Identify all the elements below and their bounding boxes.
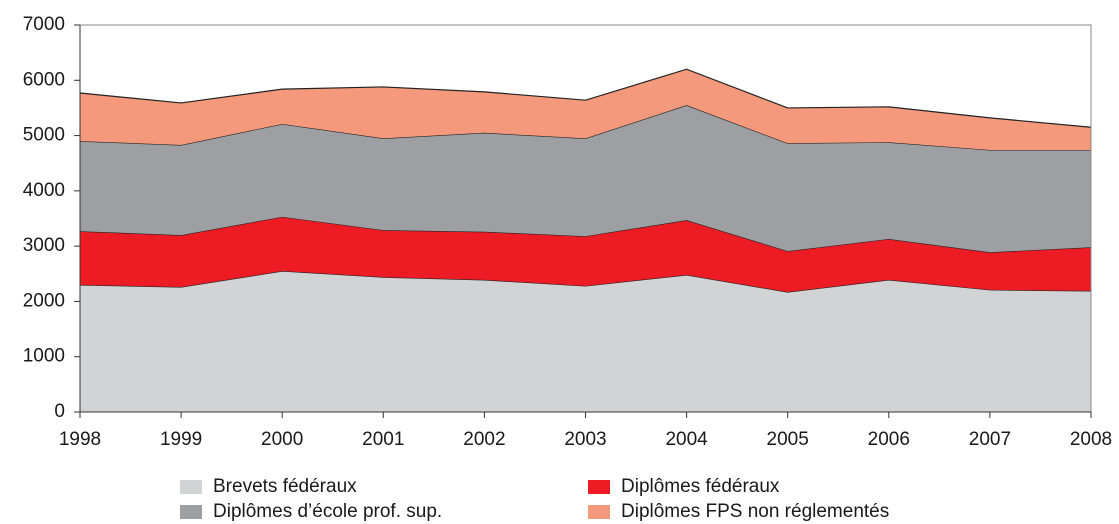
x-tick-label: 2006	[868, 429, 910, 450]
y-tick-label: 2000	[23, 290, 65, 311]
x-tick-label: 2004	[665, 429, 708, 450]
y-tick-label: 1000	[23, 346, 65, 367]
y-tick-label: 7000	[23, 14, 65, 35]
legend-swatch	[180, 505, 202, 519]
area	[80, 105, 1091, 253]
y-tick-label: 0	[54, 401, 65, 422]
area	[80, 216, 1091, 293]
y-tick-label: 5000	[23, 125, 65, 146]
x-tick-label: 2001	[362, 429, 404, 450]
x-tick-label: 1999	[160, 429, 202, 450]
x-tick-label: 2008	[1070, 429, 1112, 450]
legend-swatch	[588, 505, 610, 519]
x-tick-label: 2003	[564, 429, 606, 450]
x-tick-label: 2007	[969, 429, 1011, 450]
y-tick-label: 6000	[23, 69, 65, 90]
legend-label: Diplômes fédéraux	[621, 476, 780, 497]
area	[80, 271, 1091, 412]
legend-swatch	[180, 480, 202, 494]
x-tick-label: 2002	[463, 429, 505, 450]
x-tick-label: 1998	[59, 429, 101, 450]
legend-label: Diplômes FPS non réglementés	[621, 501, 889, 522]
y-tick-label: 4000	[23, 180, 65, 201]
area-edge	[79, 68, 1092, 128]
legend-label: Brevets fédéraux	[213, 476, 357, 497]
legend-swatch	[588, 480, 610, 494]
legend-label: Diplômes d’école prof. sup.	[213, 501, 442, 522]
y-tick-label: 3000	[23, 235, 65, 256]
x-tick-label: 2005	[767, 429, 809, 450]
x-tick-label: 2000	[261, 429, 303, 450]
area	[80, 69, 1091, 150]
